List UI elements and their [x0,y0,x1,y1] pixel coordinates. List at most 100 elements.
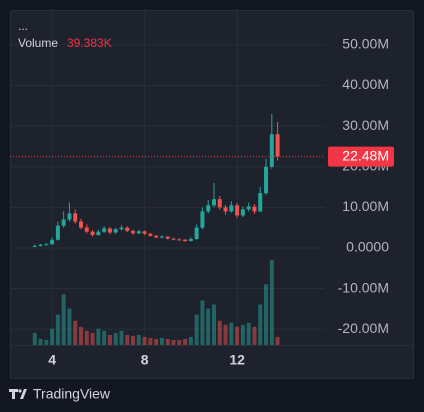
x-tick-label: 12 [229,352,245,368]
candle-body [165,236,170,239]
candle-body [246,206,251,210]
candle-body [240,209,245,216]
volume-bar [50,328,55,345]
candle-body [171,238,176,240]
candle-body [79,221,84,228]
candle-body [50,239,55,245]
candle-body [264,166,269,194]
y-tick-label: 30.00M [342,117,389,133]
candle-body [258,193,263,212]
volume-bar [229,322,234,345]
y-tick-label: 0.0000 [346,239,389,255]
chart-title: ... [18,19,28,33]
y-tick-label: 10.00M [342,198,389,214]
candle-body [148,233,153,236]
volume-bar [211,304,216,345]
volume-bar [90,332,95,345]
volume-bar [217,320,222,345]
volume-bar [44,339,49,345]
candle-body [229,205,234,212]
candle-body [113,229,118,233]
candle-body [159,236,164,238]
candle-body [32,245,37,247]
volume-bar [252,326,257,345]
volume-bar [159,337,164,345]
y-tick-label: 40.00M [342,76,389,92]
candle-body [217,199,222,208]
volume-bar [107,334,112,345]
y-tick-label: -20.00M [338,320,389,336]
volume-bar [142,336,147,345]
candle-body [154,235,159,238]
candle-body [252,206,257,212]
volume-bar [55,314,60,345]
candle-body [142,231,147,234]
candle-body [44,244,49,246]
candle-body [61,219,66,226]
candle-body [90,231,95,235]
candle-body [107,228,112,233]
brand-logo [9,389,27,399]
volume-name: Volume [18,36,58,50]
candle-body [67,213,72,220]
volume-bar [194,314,199,345]
volume-bar [206,308,211,345]
volume-bar [96,328,101,345]
volume-bar [136,334,141,345]
volume-bar [240,324,245,345]
volume-bar [102,330,107,345]
volume-bar [113,332,118,345]
volume-bar [183,338,188,345]
x-tick-label: 8 [141,352,149,368]
volume-bar [177,339,182,345]
candle-body [38,244,43,246]
candle-body [119,227,124,230]
volume-bar [264,284,269,345]
candle-body [275,134,280,157]
volume-bar [223,324,228,345]
candle-body [235,205,240,216]
price-label: 22.48M [342,147,389,163]
candle-body [55,225,60,240]
volume-bar [235,326,240,345]
axes: -20.00M-10.00M0.000010.00M20.00M30.00M40… [10,36,394,368]
volume-bar [84,330,89,345]
candle-body [211,199,216,206]
volume-bar [148,337,153,345]
candle-body [183,239,188,242]
volume-bar [171,339,176,345]
volume-bar [275,337,280,345]
candle-body [102,228,107,232]
candle-body [223,207,228,212]
volume-bar [154,338,159,345]
y-tick-label: -10.00M [338,279,389,295]
candle-body [84,227,89,232]
y-tick-label: 50.00M [342,36,389,52]
volume-bar [165,338,170,345]
candle-body [96,231,101,235]
volume-bar [269,260,274,345]
volume-bar [188,336,193,345]
volume-bar [79,326,84,345]
candle-body [200,211,205,228]
candle-body [188,239,193,242]
volume-bar [73,320,78,345]
candles [32,113,280,248]
volume-bar [258,304,263,345]
price-label-box [328,146,394,167]
candle-body [73,213,78,222]
x-tick-label: 4 [48,352,56,368]
volume-bar [67,308,72,345]
brand-name: TradingView [33,386,111,402]
volume-bar [125,334,130,345]
volume-bars [32,260,280,345]
candle-body [177,239,182,241]
volume-bar [246,322,251,345]
volume-bar [131,335,136,345]
candle-body [194,227,199,240]
candle-body [125,227,130,231]
volume-value: 39.383K [67,36,112,50]
candle-body [206,205,211,212]
